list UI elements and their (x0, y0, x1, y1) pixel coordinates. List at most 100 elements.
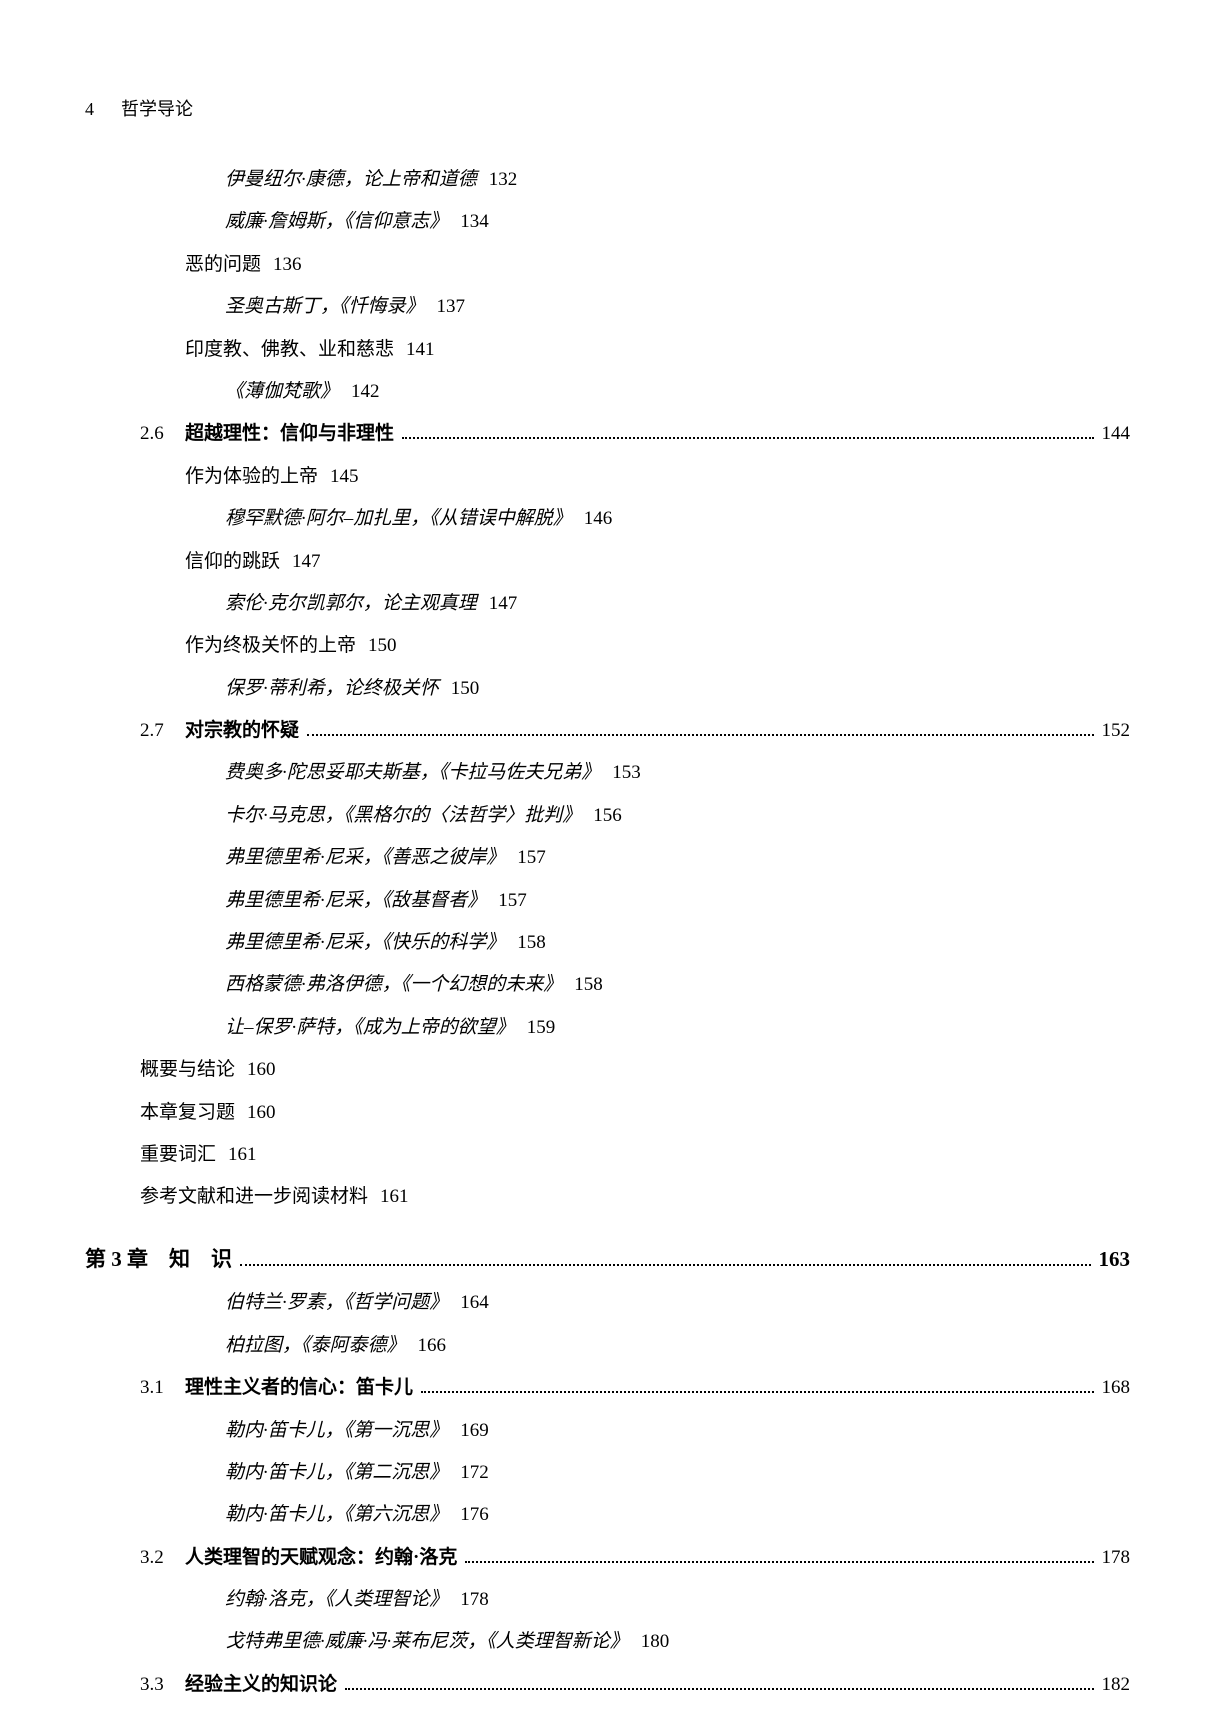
toc-entry: 3.2人类理智的天赋观念：约翰·洛克178 (85, 1543, 1130, 1573)
entry-page: 145 (330, 462, 359, 492)
entry-title: ，《黑格尔的〈法哲学〉批判》 (325, 801, 582, 831)
section-title: 对宗教的怀疑 (185, 716, 299, 746)
entry-page: 178 (460, 1585, 489, 1615)
entry-title: ，《一个幻想的未来》 (382, 970, 563, 1000)
page-header: 4 哲学导论 (85, 95, 193, 121)
toc-entry: 勒内·笛卡儿，《第二沉思》172 (85, 1458, 1130, 1488)
entry-page: 178 (1102, 1543, 1131, 1573)
entry-page: 158 (517, 928, 546, 958)
entry-page: 157 (498, 886, 527, 916)
entry-title: ，《第一沉思》 (325, 1416, 449, 1446)
entry-title: ，《哲学问题》 (325, 1288, 449, 1318)
entry-title: ，《泰阿泰德》 (282, 1331, 406, 1361)
entry-page: 141 (406, 335, 435, 365)
entry-page: 160 (247, 1055, 276, 1085)
entry-author: 勒内·笛卡儿 (225, 1416, 325, 1446)
entry-title: 信仰的跳跃 (185, 547, 280, 577)
entry-title: ，《人类理智新论》 (467, 1627, 629, 1657)
toc-entry: 约翰·洛克，《人类理智论》178 (85, 1585, 1130, 1615)
entry-page: 136 (273, 250, 302, 280)
entry-page: 152 (1102, 716, 1131, 746)
entry-page: 168 (1102, 1373, 1131, 1403)
entry-page: 132 (489, 165, 518, 195)
toc-entry: 伯特兰·罗素，《哲学问题》164 (85, 1288, 1130, 1318)
entry-title: 本章复习题 (140, 1098, 235, 1128)
entry-author: 柏拉图 (225, 1331, 282, 1361)
entry-title: 概要与结论 (140, 1055, 235, 1085)
entry-page: 147 (489, 589, 518, 619)
section-number: 3.3 (140, 1670, 185, 1700)
entry-author: 穆罕默德·阿尔–加扎里 (225, 504, 410, 534)
toc-entry: 弗里德里希·尼采，《敌基督者》157 (85, 886, 1130, 916)
entry-author: 让–保罗·萨特 (225, 1013, 334, 1043)
entry-author: 卡尔·马克思 (225, 801, 325, 831)
toc-entry: 概要与结论 160 (85, 1055, 1130, 1085)
entry-page: 144 (1102, 419, 1131, 449)
toc-entry: 信仰的跳跃 147 (85, 547, 1130, 577)
entry-title: ，《从错误中解脱》 (410, 504, 572, 534)
entry-title: ，《忏悔录》 (320, 292, 425, 322)
entry-title: ，《信仰意志》 (325, 207, 449, 237)
chapter-title: 知 识 (169, 1243, 232, 1277)
toc-entry: 让–保罗·萨特，《成为上帝的欲望》 159 (85, 1013, 1130, 1043)
entry-title: 参考文献和进一步阅读材料 (140, 1182, 368, 1212)
entry-title: 恶的问题 (185, 250, 261, 280)
entry-page: 166 (418, 1331, 447, 1361)
entry-page: 146 (584, 504, 613, 534)
entry-title: ，《人类理智论》 (306, 1585, 449, 1615)
entry-title: ，论上帝和道德 (344, 165, 477, 195)
entry-page: 159 (527, 1013, 556, 1043)
entry-title: ，《快乐的科学》 (363, 928, 506, 958)
entry-author: 保罗·蒂利希 (225, 674, 325, 704)
chapter-number: 第 3 章 (85, 1243, 148, 1277)
entry-title: ，论终极关怀 (325, 674, 439, 704)
leader-dots (421, 1391, 1093, 1393)
entry-page: 156 (593, 801, 622, 831)
entry-page: 157 (517, 843, 546, 873)
entry-page: 134 (460, 207, 489, 237)
entry-title: 作为终极关怀的上帝 (185, 631, 356, 661)
entry-title: ，论主观真理 (363, 589, 477, 619)
entry-title: ，《第六沉思》 (325, 1500, 449, 1530)
entry-page: 172 (460, 1458, 489, 1488)
toc-entry: 印度教、佛教、业和慈悲141 (85, 335, 1130, 365)
entry-author: 费奥多·陀思妥耶夫斯基 (225, 758, 420, 788)
entry-author: 勒内·笛卡儿 (225, 1500, 325, 1530)
entry-page: 147 (292, 547, 321, 577)
leader-dots (465, 1561, 1093, 1563)
entry-page: 153 (612, 758, 641, 788)
toc-entry: 伊曼纽尔·康德，论上帝和道德 132 (85, 165, 1130, 195)
toc-entry: 圣奥古斯丁，《忏悔录》137 (85, 292, 1130, 322)
table-of-contents: 伊曼纽尔·康德，论上帝和道德132威廉·詹姆斯，《信仰意志》134恶的问题136… (85, 165, 1130, 1712)
toc-entry: 2.7对宗教的怀疑 152 (85, 716, 1130, 746)
entry-page: 142 (351, 377, 380, 407)
entry-title: ，《成为上帝的欲望》 (334, 1013, 515, 1043)
toc-entry: 勒内·笛卡儿，《第一沉思》 169 (85, 1416, 1130, 1446)
toc-entry: 弗里德里希·尼采，《快乐的科学》158 (85, 928, 1130, 958)
toc-entry: 柏拉图，《泰阿泰德》 166 (85, 1331, 1130, 1361)
section-number: 2.7 (140, 716, 185, 746)
entry-author: 伊曼纽尔·康德 (225, 165, 344, 195)
entry-title: 作为体验的上帝 (185, 462, 318, 492)
entry-page: 161 (380, 1182, 409, 1212)
leader-dots (402, 437, 1093, 439)
toc-entry: 《薄伽梵歌》142 (85, 377, 1130, 407)
entry-title: 重要词汇 (140, 1140, 216, 1170)
toc-entry: 弗里德里希·尼采，《善恶之彼岸》157 (85, 843, 1130, 873)
leader-dots (345, 1688, 1093, 1690)
entry-title: ，《第二沉思》 (325, 1458, 449, 1488)
entry-page: 169 (460, 1416, 489, 1446)
toc-entry: 2.6超越理性：信仰与非理性144 (85, 419, 1130, 449)
section-title: 经验主义的知识论 (185, 1670, 337, 1700)
toc-entry: 勒内·笛卡儿，《第六沉思》176 (85, 1500, 1130, 1530)
entry-page: 137 (437, 292, 466, 322)
toc-entry: 参考文献和进一步阅读材料 161 (85, 1182, 1130, 1212)
toc-entry: 索伦·克尔凯郭尔，论主观真理147 (85, 589, 1130, 619)
toc-entry: 西格蒙德·弗洛伊德，《一个幻想的未来》158 (85, 970, 1130, 1000)
toc-entry: 保罗·蒂利希，论终极关怀150 (85, 674, 1130, 704)
section-number: 2.6 (140, 419, 185, 449)
toc-entry: 3.1理性主义者的信心：笛卡儿168 (85, 1373, 1130, 1403)
entry-author: 弗里德里希·尼采 (225, 886, 363, 916)
section-number: 3.1 (140, 1373, 185, 1403)
entry-page: 163 (1099, 1243, 1131, 1277)
